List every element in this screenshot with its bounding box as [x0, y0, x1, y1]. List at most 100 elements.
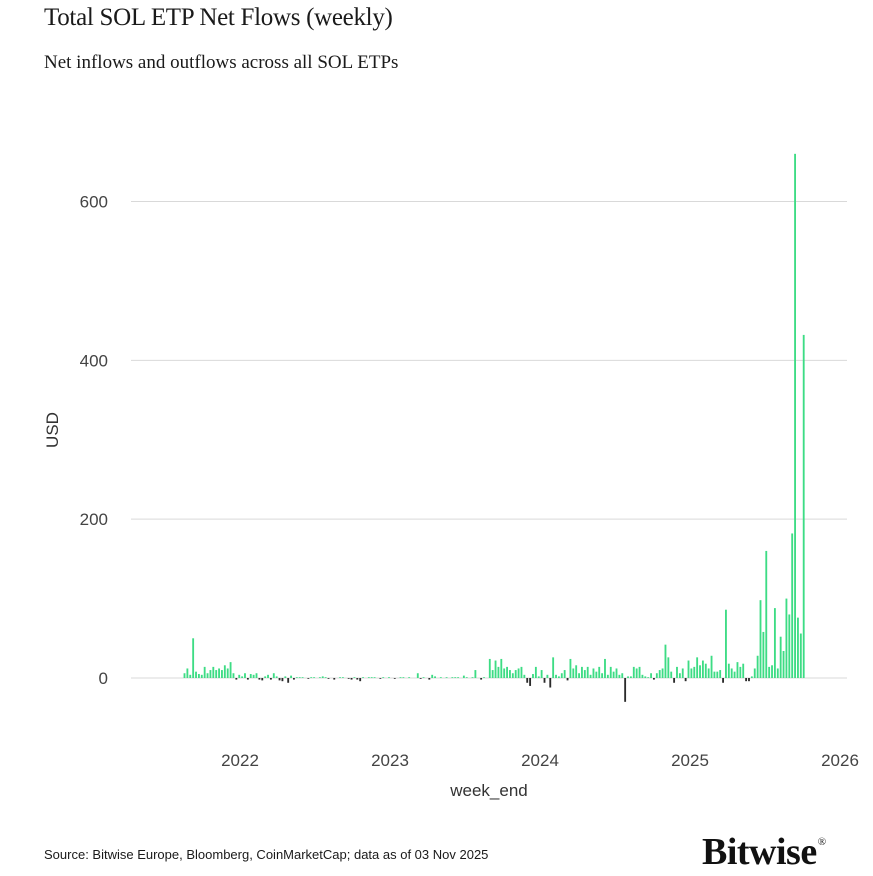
inflow-bar [699, 665, 701, 678]
outflow-bar [745, 678, 748, 682]
inflow-bar [785, 598, 788, 678]
inflow-bar [506, 666, 508, 678]
inflow-bar [310, 677, 313, 679]
inflow-bar [367, 677, 370, 679]
inflow-bar [534, 666, 537, 678]
inflow-bar [552, 657, 555, 678]
inflow-bar [618, 674, 621, 678]
y-tick-label: 200 [80, 510, 108, 529]
inflow-bar [687, 660, 690, 678]
inflow-bar [223, 665, 226, 678]
inflow-bar [598, 666, 601, 678]
outflow-bar [327, 678, 330, 679]
inflow-bar [681, 668, 684, 678]
inflow-bar [710, 655, 713, 678]
inflow-bar [638, 666, 641, 678]
inflow-bar [494, 660, 497, 678]
inflow-bar [195, 671, 197, 678]
outflow-bar [480, 678, 483, 680]
inflow-bar [632, 666, 635, 678]
inflow-bar [238, 674, 241, 678]
outflow-bar [549, 678, 552, 688]
outflow-bar [287, 678, 290, 683]
inflow-bar [725, 609, 727, 678]
inflow-bar [609, 666, 612, 678]
outflow-bar [278, 678, 281, 681]
chart-title: Total SOL ETP Net Flows (weekly) [44, 4, 393, 31]
outflow-bar [393, 678, 396, 679]
outflow-bar [566, 678, 569, 681]
y-axis-ticks: 0 200 400 600 [80, 192, 108, 688]
inflow-bar [189, 674, 192, 678]
inflow-bar [647, 677, 650, 679]
inflow-bar [604, 658, 606, 678]
x-tick-label: 2025 [671, 751, 709, 770]
outflow-bar [684, 678, 687, 682]
inflow-bar [690, 668, 693, 678]
x-axis-ticks: 2022 2023 2024 2025 2026 [221, 751, 859, 770]
inflow-bar [249, 674, 252, 678]
inflow-bar [183, 673, 186, 678]
inflow-bar [776, 668, 779, 678]
inflow-bar [595, 671, 598, 678]
inflow-bar [221, 670, 223, 678]
inflow-bar [212, 666, 215, 678]
inflow-bar [272, 673, 275, 678]
inflow-bar [768, 666, 771, 678]
inflow-bar [635, 668, 638, 678]
x-tick-label: 2022 [221, 751, 259, 770]
inflow-bar [730, 668, 733, 678]
outflow-bar [356, 678, 359, 680]
inflow-bar [439, 677, 442, 679]
inflow-bar [474, 670, 477, 678]
inflow-bar [462, 675, 465, 678]
inflow-bar [759, 600, 762, 678]
outflow-bar [307, 678, 310, 679]
inflow-bar [382, 677, 385, 679]
outflow-bar [261, 678, 264, 681]
inflow-bar [641, 674, 644, 678]
outflow-bar [379, 678, 382, 679]
inflow-bar [192, 638, 195, 678]
inflow-bar [655, 673, 658, 678]
outflow-bar [347, 678, 350, 679]
inflow-bar [762, 631, 765, 678]
inflow-bar [779, 636, 782, 678]
x-tick-label: 2026 [821, 751, 859, 770]
inflow-bar [511, 673, 514, 678]
inflow-bar [555, 674, 557, 678]
inflow-bar [232, 673, 235, 678]
inflow-bar [719, 670, 722, 678]
inflow-bar [267, 674, 269, 678]
inflow-bar [736, 662, 739, 678]
inflow-bar [739, 666, 742, 678]
registered-mark: ® [817, 836, 826, 848]
bars [183, 153, 805, 702]
outflow-bar [428, 678, 431, 680]
inflow-bar [321, 676, 324, 678]
inflow-bar [676, 666, 678, 678]
inflow-bar [563, 670, 566, 678]
inflow-bar [313, 677, 316, 679]
inflow-bar [782, 651, 785, 678]
outflow-bar [653, 678, 655, 680]
x-tick-label: 2023 [371, 751, 409, 770]
inflow-bar [255, 673, 258, 678]
outflow-bar [529, 678, 532, 686]
y-tick-label: 400 [80, 351, 108, 370]
inflow-bar [540, 670, 543, 678]
inflow-bar [627, 676, 629, 678]
x-axis-label: week_end [449, 781, 528, 800]
outflow-bar [419, 678, 422, 679]
inflow-bar [434, 676, 436, 678]
inflow-bar [497, 666, 500, 678]
inflow-bar [583, 670, 586, 678]
inflow-bar [362, 677, 364, 679]
inflow-bar [765, 550, 768, 678]
inflow-bar [514, 670, 517, 678]
inflow-bar [727, 663, 730, 678]
outflow-bar [258, 678, 261, 680]
inflow-bar [586, 666, 589, 678]
grid-lines [131, 200, 847, 679]
inflow-bar [402, 677, 405, 679]
